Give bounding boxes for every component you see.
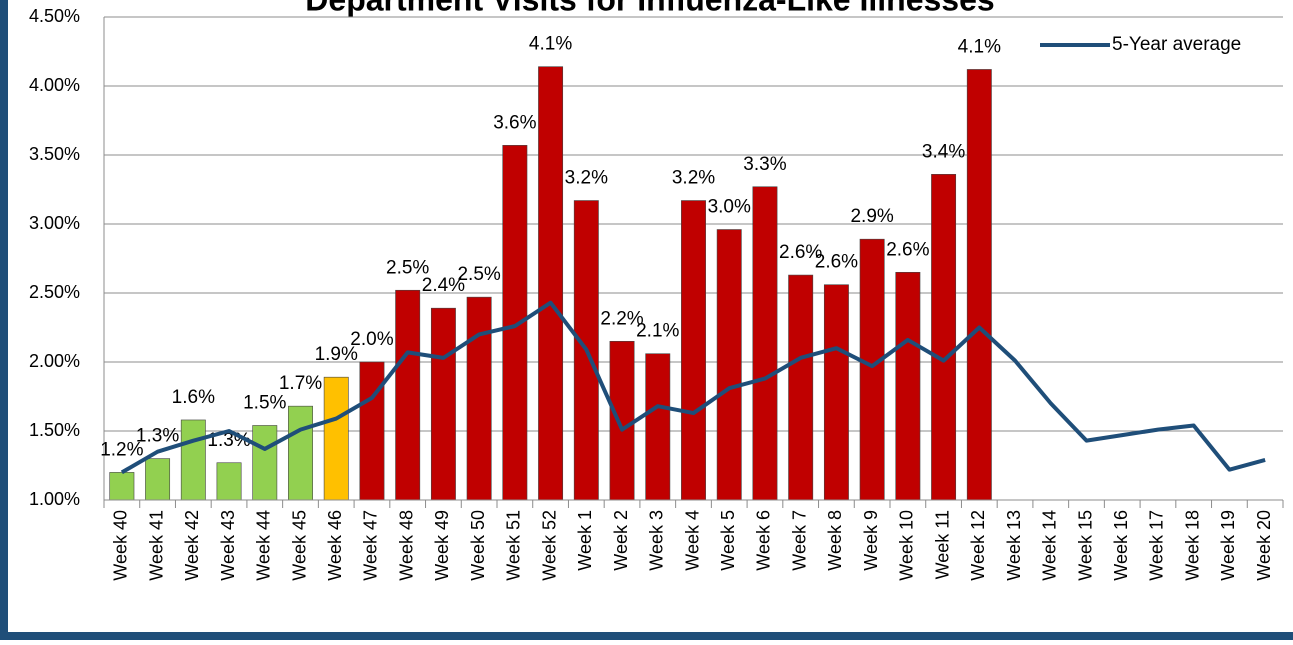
x-tick-label: Week 17 bbox=[1147, 510, 1167, 581]
bar bbox=[895, 271, 921, 501]
x-tick-label: Week 44 bbox=[254, 510, 274, 581]
y-tick-label: 2.00% bbox=[29, 351, 80, 371]
value-label: 2.2% bbox=[600, 308, 643, 329]
value-label: 2.1% bbox=[636, 321, 679, 342]
x-tick-label: Week 18 bbox=[1182, 510, 1202, 581]
x-tick-label: Week 48 bbox=[396, 510, 416, 581]
value-label: 1.6% bbox=[172, 387, 215, 408]
x-tick-label: Week 12 bbox=[968, 510, 988, 581]
y-tick-label: 1.00% bbox=[29, 489, 80, 509]
bar bbox=[859, 238, 885, 501]
bar bbox=[752, 186, 778, 501]
value-label: 3.3% bbox=[743, 154, 786, 175]
x-tick-label: Week 45 bbox=[289, 510, 309, 581]
bar bbox=[395, 289, 421, 501]
value-label: 2.9% bbox=[850, 206, 893, 227]
value-label: 2.6% bbox=[815, 252, 858, 273]
bar bbox=[288, 405, 313, 501]
bar bbox=[931, 174, 957, 501]
bar bbox=[359, 361, 385, 501]
bar bbox=[430, 307, 456, 501]
value-label: 2.6% bbox=[886, 239, 929, 260]
y-tick-label: 3.50% bbox=[29, 144, 80, 164]
value-label: 4.1% bbox=[958, 36, 1001, 57]
value-label: 2.5% bbox=[386, 257, 429, 278]
value-label: 1.2% bbox=[100, 439, 143, 460]
bar bbox=[716, 229, 742, 501]
value-label: 3.6% bbox=[493, 112, 536, 133]
bar bbox=[823, 284, 849, 501]
x-tick-label: Week 19 bbox=[1218, 510, 1238, 581]
x-tick-label: Week 41 bbox=[146, 510, 166, 581]
x-tick-label: Week 7 bbox=[789, 510, 809, 571]
bar bbox=[145, 458, 171, 501]
bar bbox=[252, 425, 278, 501]
x-tick-label: Week 13 bbox=[1004, 510, 1024, 581]
value-label: 1.7% bbox=[279, 373, 322, 394]
bar bbox=[681, 200, 706, 501]
legend-label: 5-Year average bbox=[1112, 34, 1241, 55]
y-tick-label: 3.00% bbox=[29, 213, 80, 233]
x-tick-label: Week 50 bbox=[468, 510, 488, 581]
bar bbox=[538, 66, 564, 501]
frame-bottom bbox=[0, 632, 1293, 640]
y-tick-label: 1.50% bbox=[29, 420, 80, 440]
x-tick-label: Week 1 bbox=[575, 510, 595, 571]
x-tick-label: Week 15 bbox=[1075, 510, 1095, 581]
x-tick-label: Week 5 bbox=[718, 510, 738, 571]
bar bbox=[180, 419, 206, 501]
x-tick-label: Week 9 bbox=[861, 510, 881, 571]
frame-left bbox=[0, 0, 8, 640]
bar bbox=[216, 462, 242, 501]
x-tick-label: Week 49 bbox=[432, 510, 452, 581]
value-label: 2.4% bbox=[422, 275, 465, 296]
value-label: 3.2% bbox=[565, 168, 608, 189]
value-label: 1.3% bbox=[136, 426, 179, 447]
bar bbox=[323, 376, 349, 501]
x-tick-label: Week 3 bbox=[647, 510, 667, 571]
value-label: 4.1% bbox=[529, 34, 572, 55]
bar bbox=[109, 472, 135, 501]
bar bbox=[609, 340, 635, 501]
x-tick-label: Week 52 bbox=[539, 510, 559, 581]
x-tick-label: Week 11 bbox=[932, 510, 952, 579]
value-label: 2.0% bbox=[350, 329, 393, 350]
x-tick-label: Week 8 bbox=[825, 510, 845, 571]
bar bbox=[788, 274, 814, 501]
y-tick-label: 4.50% bbox=[29, 6, 80, 26]
x-tick-label: Week 4 bbox=[682, 510, 702, 571]
value-label: 3.4% bbox=[922, 141, 965, 162]
value-label: 3.2% bbox=[672, 168, 715, 189]
value-label: 3.0% bbox=[708, 197, 751, 218]
x-tick-label: Week 46 bbox=[325, 510, 345, 581]
chart-title: Department Visits for Influenza-Like Ill… bbox=[305, 0, 994, 17]
x-tick-label: Week 10 bbox=[897, 510, 917, 581]
x-tick-label: Week 42 bbox=[182, 510, 202, 581]
y-tick-label: 2.50% bbox=[29, 282, 80, 302]
x-tick-label: Week 14 bbox=[1040, 510, 1060, 581]
x-tick-label: Week 20 bbox=[1254, 510, 1274, 581]
bar bbox=[466, 296, 492, 501]
x-tick-label: Week 16 bbox=[1111, 510, 1131, 581]
x-tick-label: Week 43 bbox=[218, 510, 238, 581]
bar bbox=[966, 69, 992, 501]
x-tick-label: Week 51 bbox=[504, 510, 524, 581]
value-label: 1.9% bbox=[315, 344, 358, 365]
value-label: 2.6% bbox=[779, 242, 822, 263]
value-label: 2.5% bbox=[457, 264, 500, 285]
line bbox=[120, 300, 1266, 475]
x-tick-label: Week 40 bbox=[111, 510, 131, 581]
x-tick-label: Week 6 bbox=[754, 510, 774, 571]
bar bbox=[645, 353, 671, 501]
value-label: 1.5% bbox=[243, 392, 286, 413]
x-tick-label: Week 2 bbox=[611, 510, 631, 571]
x-tick-label: Week 47 bbox=[361, 510, 381, 581]
y-tick-label: 4.00% bbox=[29, 75, 80, 95]
